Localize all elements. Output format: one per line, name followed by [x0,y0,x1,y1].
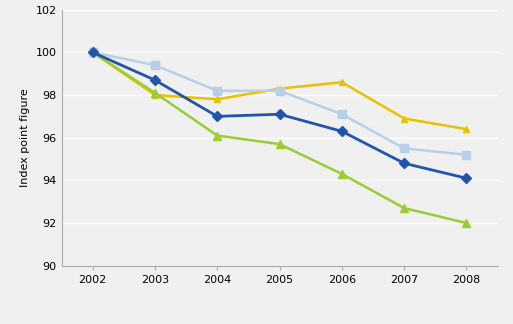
Y-axis label: Index point figure: Index point figure [20,88,30,187]
